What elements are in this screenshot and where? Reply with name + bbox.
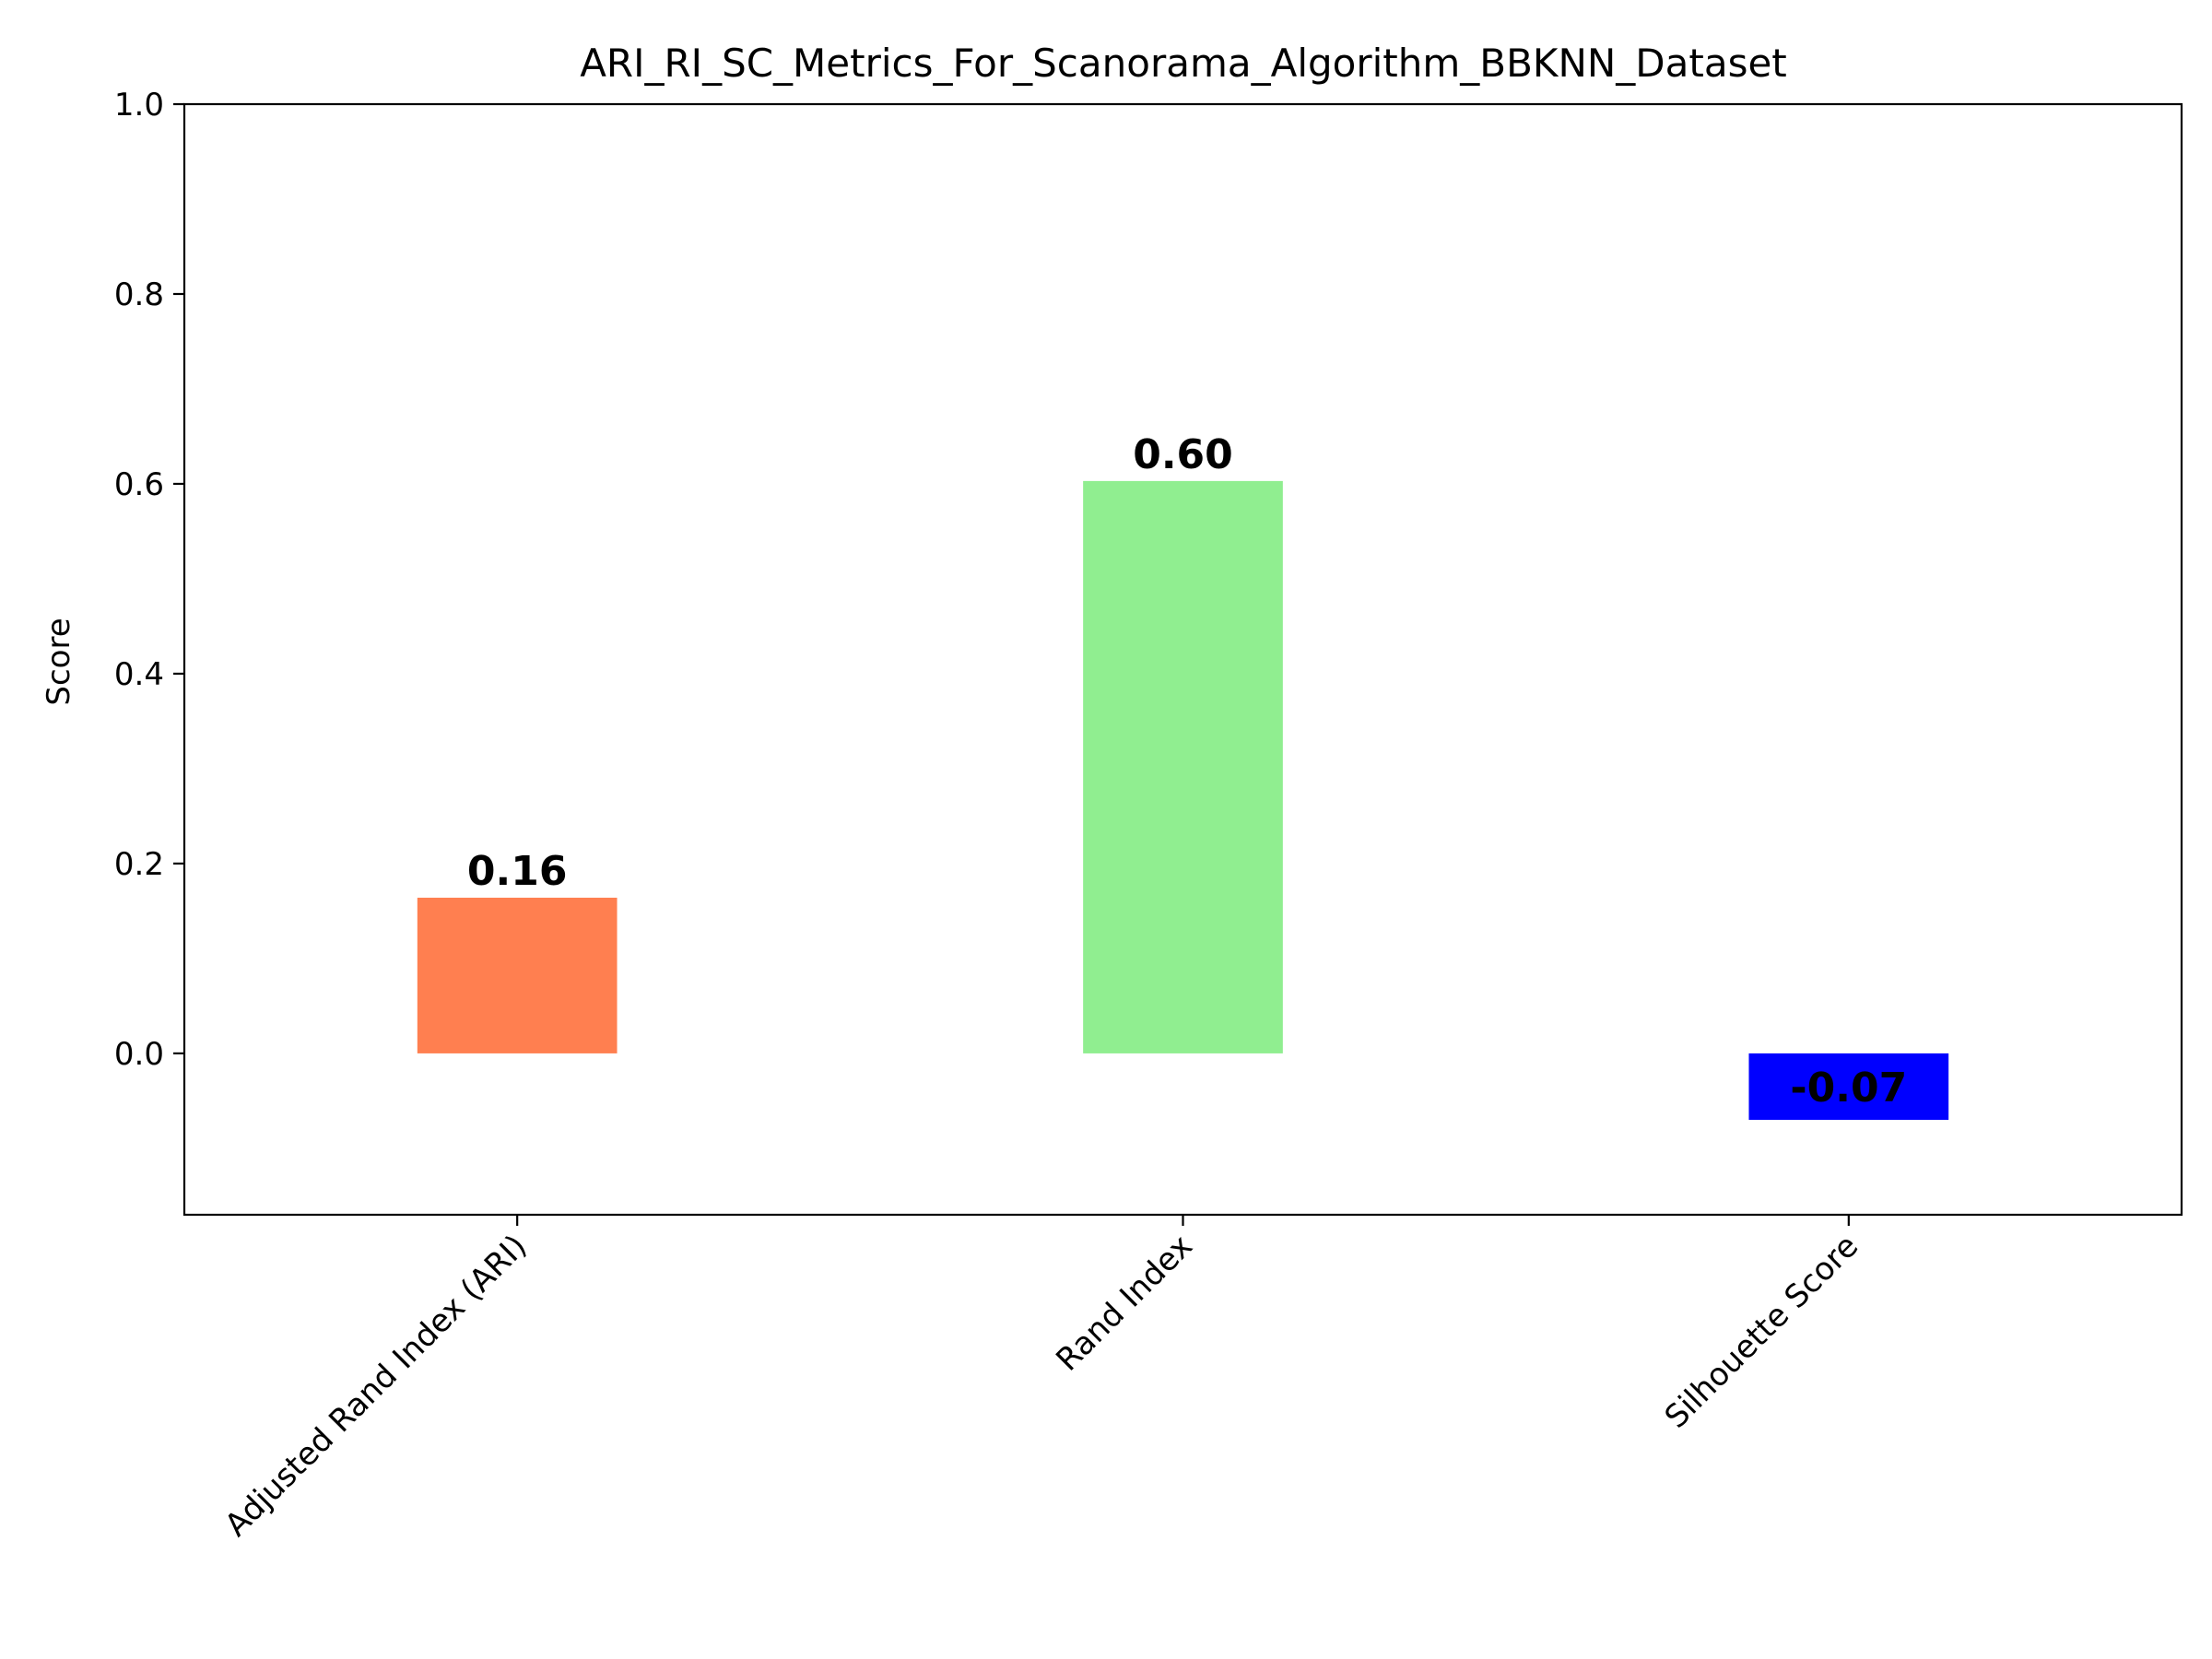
plot-area-frame [182,102,2183,1217]
y-tick-label: 0.0 [114,1036,164,1073]
bar-value-label: 0.16 [467,848,568,895]
bar-rand-index [1083,480,1283,1053]
y-axis: 0.0 0.2 0.4 0.6 0.8 1.0 [114,87,184,1073]
bar-value-label: -0.07 [1790,1065,1907,1112]
bar-value-label: 0.60 [1133,431,1233,478]
y-tick-label: 0.2 [114,846,164,883]
bar-adjusted-rand-index-ari [417,898,618,1053]
y-axis-label: Score [41,618,77,705]
y-tick-label: 0.8 [114,276,164,313]
bar-silhouette-score [1748,1053,1949,1121]
y-tick-label: 1.0 [114,87,164,124]
y-tick-label: 0.6 [114,466,164,503]
bars-layer [417,480,1949,1121]
y-tick-label: 0.4 [114,656,164,693]
value-labels-layer: 0.16 0.60 -0.07 [467,431,1907,1112]
chart-title: ARI_RI_SC_Metrics_For_Scanorama_Algorith… [580,41,1787,86]
